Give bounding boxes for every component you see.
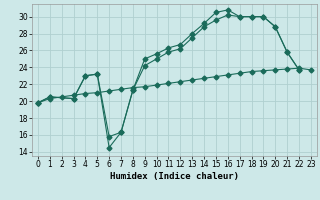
X-axis label: Humidex (Indice chaleur): Humidex (Indice chaleur)	[110, 172, 239, 181]
